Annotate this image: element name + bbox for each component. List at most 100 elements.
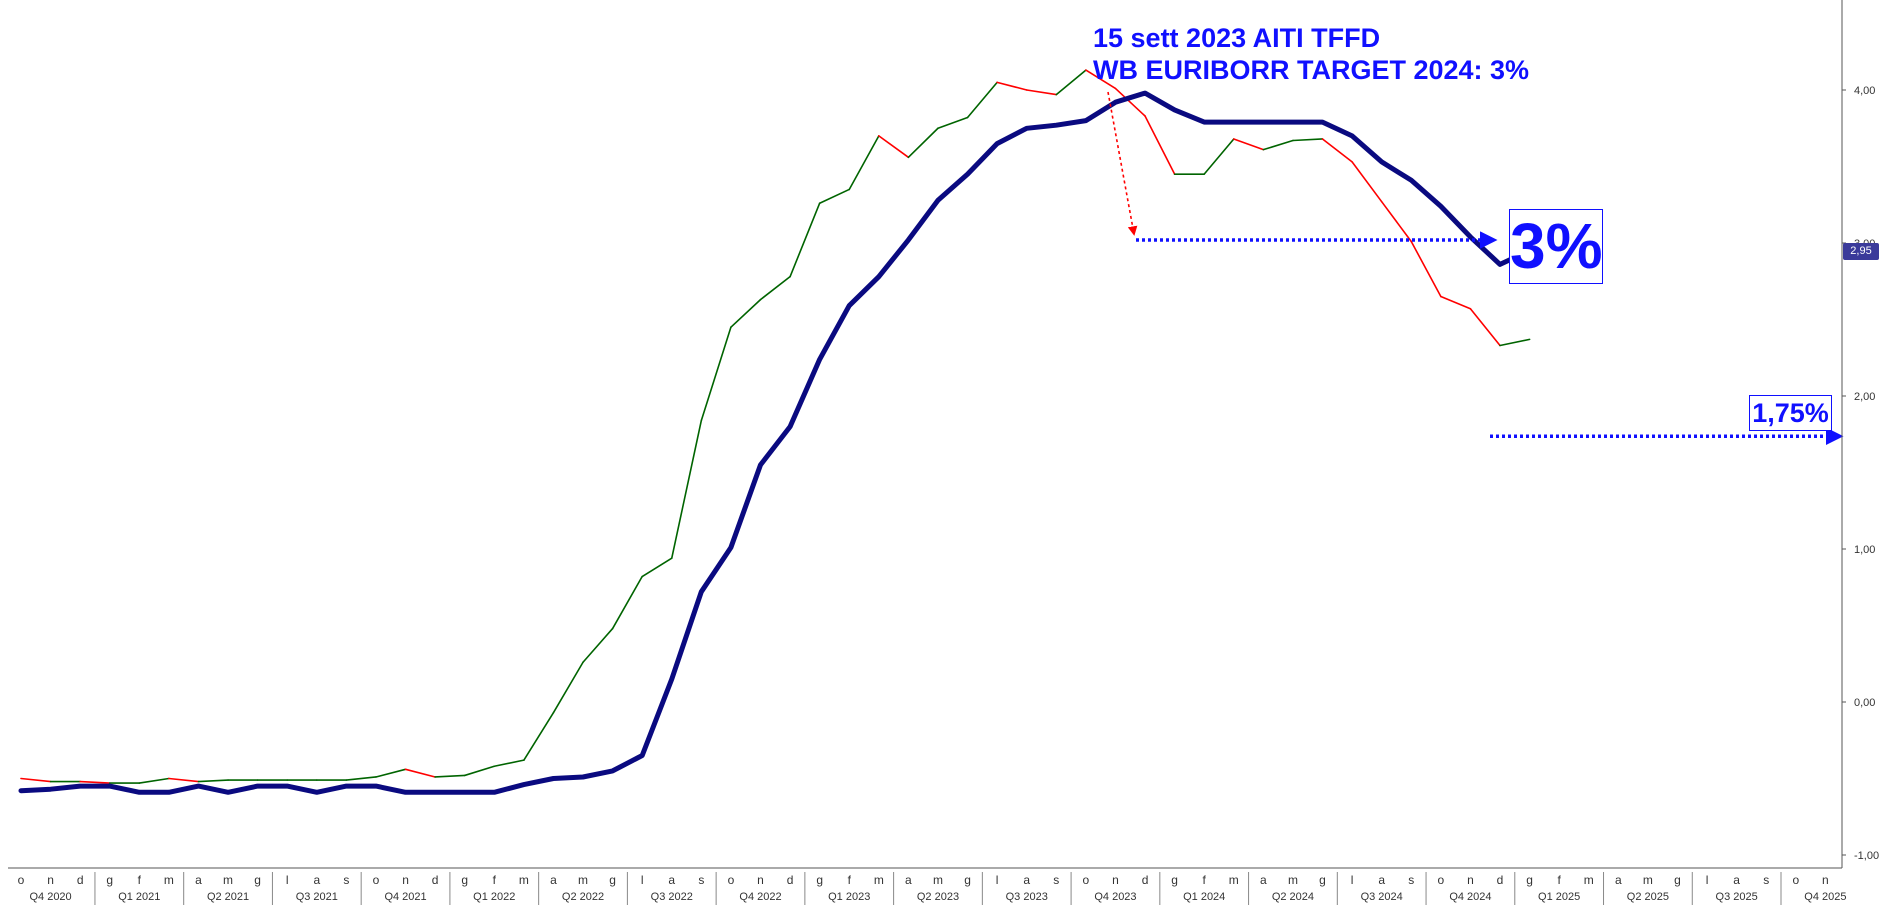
euribor-monthly-segment — [1469, 307, 1501, 347]
x-month-label: o — [373, 873, 380, 887]
annotation-title-line1: 15 sett 2023 AITI TFFD — [1093, 23, 1381, 53]
euribor-monthly-segment — [1410, 240, 1442, 298]
x-month-label: g — [964, 873, 971, 887]
x-month-label: a — [550, 873, 557, 887]
y-tick-label: 2,00 — [1854, 391, 1875, 403]
euribor-monthly-segment — [1321, 138, 1353, 163]
x-month-label: a — [1378, 873, 1385, 887]
euribor-monthly-segment — [493, 759, 525, 768]
euribor-monthly-segment — [641, 557, 673, 578]
annotation-title-line2: WB EURIBORR TARGET 2024: 3% — [1093, 55, 1530, 85]
x-month-label: m — [519, 873, 529, 887]
x-month-label: d — [432, 873, 439, 887]
x-month-label: m — [164, 873, 174, 887]
x-quarter-label: Q2 2021 — [207, 891, 249, 903]
x-month-label: s — [1408, 873, 1414, 887]
euribor-monthly-segment — [404, 768, 436, 778]
x-month-label: a — [905, 873, 912, 887]
x-month-label: d — [1142, 873, 1149, 887]
euribor-monthly-segment — [582, 627, 614, 664]
x-month-label: a — [1733, 873, 1740, 887]
euribor-monthly-segment — [907, 127, 939, 159]
euribor-average-line — [18, 90, 1533, 795]
x-quarter-label: Q1 2025 — [1538, 891, 1580, 903]
euribor-monthly-segment — [463, 765, 496, 777]
euribor-monthly-segment — [523, 711, 555, 761]
euribor-monthly-segment — [1144, 115, 1176, 175]
euribor-monthly-segment — [611, 575, 643, 630]
euribor-monthly-segment — [434, 774, 466, 778]
x-month-label: o — [18, 873, 25, 887]
x-quarter-label: Q3 2021 — [296, 891, 338, 903]
y-tick-label: -1,00 — [1854, 850, 1879, 862]
x-quarter-label: Q1 2022 — [473, 891, 515, 903]
x-month-label: o — [728, 873, 735, 887]
target-2024-badge: 3% — [1509, 209, 1603, 284]
x-quarter-label: Q1 2021 — [118, 891, 160, 903]
x-month-label: n — [1112, 873, 1119, 887]
x-month-label: n — [757, 873, 764, 887]
x-month-label: f — [1203, 873, 1207, 887]
euribor-monthly-segment — [1440, 295, 1472, 310]
euribor-monthly-segment — [168, 777, 200, 783]
euribor-monthly-segment — [878, 135, 910, 159]
euribor-monthly-segment — [20, 777, 52, 783]
y-axis: -1,000,001,002,003,004,00 — [1841, 0, 1879, 868]
x-month-label: d — [1497, 873, 1504, 887]
x-month-label: a — [668, 873, 675, 887]
x-quarter-label: Q4 2024 — [1449, 891, 1491, 903]
x-month-label: g — [609, 873, 616, 887]
x-month-label: f — [848, 873, 852, 887]
x-month-label: s — [343, 873, 349, 887]
euribor-monthly-segment — [996, 81, 1028, 91]
euribor-monthly-segment — [1262, 139, 1294, 151]
x-month-label: l — [1351, 873, 1354, 887]
x-month-label: n — [402, 873, 409, 887]
euribor-monthly-segment — [1114, 87, 1146, 117]
x-month-label: m — [874, 873, 884, 887]
euribor-monthly-segment — [1232, 138, 1265, 151]
y-tick-label: 4,00 — [1854, 85, 1875, 97]
euribor-monthly-segment — [1055, 69, 1087, 96]
x-month-label: g — [1526, 873, 1533, 887]
x-month-label: d — [787, 873, 794, 887]
x-month-label: f — [1557, 873, 1561, 887]
x-month-label: a — [195, 873, 202, 887]
annotation-title: 15 sett 2023 AITI TFFD WB EURIBORR TARGE… — [1093, 22, 1529, 86]
euribor-monthly-segment — [1085, 69, 1117, 90]
x-month-label: a — [313, 873, 320, 887]
euribor-monthly-segment — [730, 298, 762, 328]
x-month-label: s — [698, 873, 704, 887]
x-quarter-label: Q4 2020 — [29, 891, 71, 903]
x-month-label: s — [1053, 873, 1059, 887]
euribor-monthly-segment — [375, 768, 407, 778]
x-month-label: m — [1584, 873, 1594, 887]
x-quarter-label: Q4 2025 — [1804, 891, 1846, 903]
euribor-monthly-segment — [818, 188, 851, 205]
x-month-label: g — [1171, 873, 1178, 887]
x-month-label: g — [106, 873, 113, 887]
x-quarter-label: Q4 2023 — [1094, 891, 1136, 903]
y-tick-label: 1,00 — [1854, 544, 1875, 556]
x-month-label: a — [1260, 873, 1267, 887]
x-quarter-label: Q3 2022 — [651, 891, 693, 903]
last-value-tag: 2,95 — [1843, 243, 1879, 260]
x-month-label: m — [1229, 873, 1239, 887]
plot-lines — [18, 69, 1533, 795]
x-month-label: n — [47, 873, 54, 887]
x-month-label: s — [1763, 873, 1769, 887]
euribor-monthly-segment — [700, 326, 732, 422]
euribor-monthly-segment — [79, 780, 111, 784]
x-month-label: n — [1822, 873, 1829, 887]
x-month-label: o — [1792, 873, 1799, 887]
euribor-monthly-segment — [670, 419, 703, 559]
x-quarter-label: Q2 2024 — [1272, 891, 1314, 903]
target-2025-badge: 1,75% — [1749, 395, 1832, 431]
euribor-monthly-segment — [759, 275, 791, 301]
x-month-label: m — [1288, 873, 1298, 887]
x-month-label: l — [641, 873, 644, 887]
x-quarter-label: Q3 2024 — [1361, 891, 1403, 903]
x-month-label: g — [1674, 873, 1681, 887]
euribor-monthly-segment — [937, 116, 969, 130]
